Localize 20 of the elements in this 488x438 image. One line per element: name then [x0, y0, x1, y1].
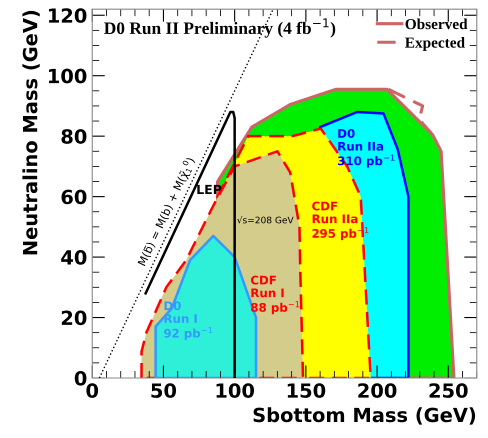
- y-tick-label: 60: [62, 190, 86, 204]
- annotation: √s=208 GeV: [237, 216, 294, 224]
- text: D0 Run II Preliminary (4 fb$^{−1}$): [104, 18, 336, 38]
- legend-label: Observed: [406, 18, 468, 30]
- y-tick-label: 80: [62, 129, 86, 144]
- x-tick-label: 150: [288, 383, 326, 398]
- x-axis-title: Sbottom Mass (GeV): [254, 407, 476, 425]
- x-tick-label: 100: [216, 383, 254, 398]
- y-tick-label: 20: [62, 310, 86, 326]
- y-tick-label: 100: [48, 68, 86, 84]
- x-tick-label: 0: [86, 383, 98, 398]
- x-tick-label: 50: [151, 383, 176, 398]
- y-tick-label: 120: [48, 8, 86, 23]
- y-tick-label: 0: [74, 370, 86, 386]
- y-tick-label: 40: [61, 250, 86, 265]
- x-tick-label: 200: [358, 383, 396, 398]
- annotation: M(b̃) = M(b) + M(χ̃$_{1}$$^{0}$): [136, 156, 197, 268]
- x-tick-label: 250: [430, 383, 468, 398]
- y-axis-title: Neutralino Mass (GeV): [22, 10, 40, 254]
- legend-label: Expected: [405, 36, 465, 51]
